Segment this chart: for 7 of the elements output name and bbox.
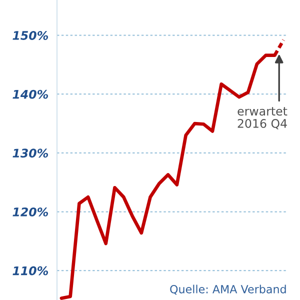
y-tick-label: 120% [12, 207, 48, 216]
y-tick-label: 130% [12, 148, 48, 158]
annotation: erwartet 2016 Q4 [238, 107, 288, 130]
y-tick-label: 140% [12, 90, 48, 99]
y-tick-label: 150% [12, 31, 48, 40]
y-tick-label: 110% [12, 266, 48, 276]
annotation: Quelle: AMA Verband [170, 284, 286, 295]
